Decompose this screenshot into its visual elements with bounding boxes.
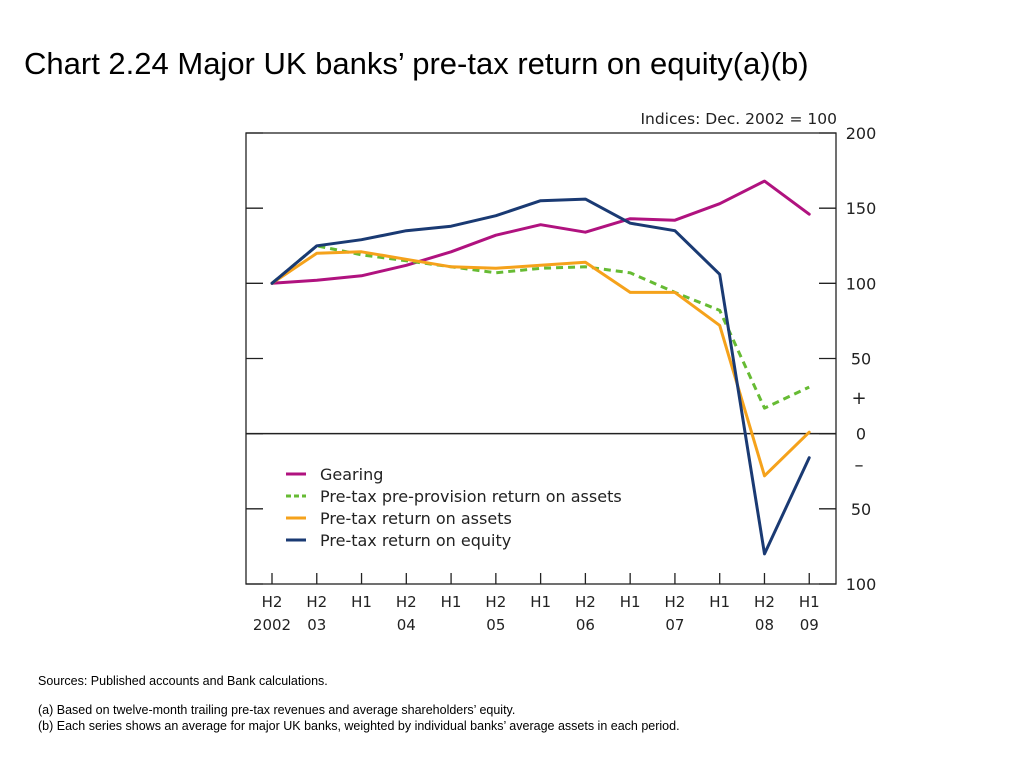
line-chart: Indices: Dec. 2002 = 100 + – 200 150 100 50… [245,110,877,634]
y-tick-label: 200 [846,124,877,143]
x-tick-label-year: 05 [486,616,505,634]
x-tick-label: H2 [485,593,506,611]
x-tick-label: H1 [530,593,551,611]
legend-label: Pre-tax return on assets [320,509,512,528]
legend-label: Pre-tax return on equity [320,531,511,550]
x-tick-label: H2 [262,593,283,611]
x-tick-label: H2 [665,593,686,611]
axis-title: Indices: Dec. 2002 = 100 [640,110,837,128]
series-line-pre-tax-pre-provision-return-on-assets [271,244,810,410]
page-title: Chart 2.24 Major UK banks’ pre-tax retur… [24,46,809,81]
x-tick-label: H1 [441,593,462,611]
x-tick-label-year: 2002 [253,616,291,634]
x-tick-label-year: 06 [576,616,595,634]
y-tick-label: 150 [846,199,877,218]
x-tick-label-year: 04 [397,616,416,634]
x-tick-label: H2 [306,593,327,611]
y-tick-label: 100 [846,274,877,293]
x-tick-label: H1 [351,593,372,611]
x-tick-label-year: 08 [755,616,774,634]
x-tick-label: H2 [396,593,417,611]
legend-label: Gearing [320,465,383,484]
x-tick-label: H1 [709,593,730,611]
x-tick-label: H2 [575,593,596,611]
x-tick-label-year: 07 [665,616,684,634]
x-tick-label: H1 [620,593,641,611]
y-tick-label: 100 [846,575,877,594]
chart: Indices: Dec. 2002 = 100 + – 200 150 100 50… [245,110,877,634]
x-tick-label: H2 [754,593,775,611]
y-tick-label: 50 [851,500,871,519]
y-tick-label: 0 [856,425,866,444]
series-line-gearing [270,179,811,285]
sign-plus-label: + [851,388,866,409]
series-line-pre-tax-return-on-equity [270,197,811,556]
x-tick-label-year: 03 [307,616,326,634]
y-tick-label: 50 [851,350,871,369]
x-tick-label: H1 [799,593,820,611]
footnote-b: (b) Each series shows an average for maj… [38,719,680,733]
sign-minus-label: – [855,455,864,476]
footnote-a: (a) Based on twelve-month trailing pre-t… [38,703,516,717]
legend-label: Pre-tax pre-provision return on assets [320,487,622,506]
x-tick-label-year: 09 [800,616,819,634]
series-line-pre-tax-return-on-assets [270,250,811,478]
sources-note: Sources: Published accounts and Bank cal… [38,674,328,688]
footnotes: Sources: Published accounts and Bank cal… [38,673,998,734]
